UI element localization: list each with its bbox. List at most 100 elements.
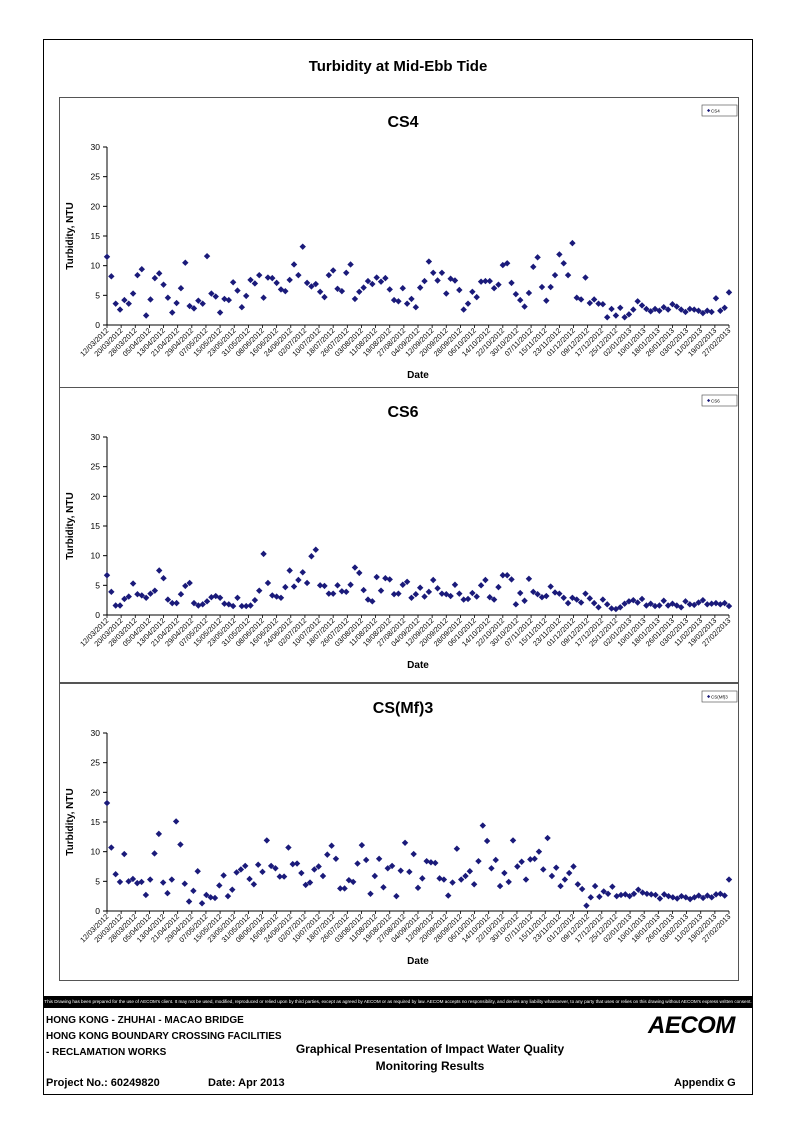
data-point: [377, 278, 385, 285]
data-point: [338, 287, 346, 295]
y-tick-label: 10: [91, 847, 101, 857]
data-point: [293, 860, 301, 867]
data-point: [543, 297, 550, 304]
data-point: [134, 271, 141, 279]
data-point: [704, 892, 711, 899]
data-point: [570, 863, 577, 870]
data-point: [354, 860, 361, 867]
data-point: [647, 308, 654, 315]
data-point: [708, 600, 715, 607]
data-point: [665, 892, 672, 900]
data-point: [434, 277, 441, 284]
data-point: [725, 289, 733, 296]
data-point: [177, 841, 184, 848]
data-point: [138, 266, 145, 273]
footer-project-line1: HONG KONG - ZHUHAI - MACAO BRIDGE: [46, 1015, 244, 1026]
legend-marker: [707, 694, 711, 699]
y-tick-label: 25: [91, 172, 101, 182]
data-point: [251, 280, 259, 287]
data-point: [643, 602, 650, 609]
data-point: [569, 239, 576, 247]
y-tick-label: 25: [91, 758, 101, 768]
chart-title: CS(Mf)3: [373, 700, 434, 717]
y-tick-label: 25: [91, 462, 101, 472]
data-point: [134, 591, 141, 598]
data-point: [216, 309, 224, 316]
data-point: [203, 598, 211, 605]
data-point: [311, 866, 318, 873]
x-axis-title: Date: [407, 370, 429, 381]
data-point: [699, 894, 707, 902]
data-point: [229, 886, 236, 893]
data-point: [276, 873, 283, 880]
data-point: [186, 302, 193, 310]
data-point: [303, 279, 311, 287]
chart-area-border: [59, 683, 739, 981]
chart-csmf3: CS(Mf)3 CS(Mf)3 0 5 10 15 20 25 30 Turbidity, NTU…: [59, 683, 739, 981]
data-point: [356, 288, 363, 295]
legend-box: [701, 690, 738, 703]
data-point: [343, 269, 350, 276]
data-point: [108, 588, 115, 596]
data-point: [203, 252, 211, 260]
data-point: [147, 590, 154, 597]
data-point: [247, 276, 254, 284]
data-point: [269, 274, 276, 282]
data-point: [286, 276, 293, 284]
chart-area-border: [59, 97, 739, 388]
legend: CS6: [701, 394, 738, 407]
data-point: [312, 280, 319, 288]
data-point: [430, 269, 437, 276]
legend-marker: [707, 398, 711, 403]
data-point: [669, 301, 676, 308]
data-point: [277, 286, 285, 293]
data-point: [512, 290, 520, 298]
data-point: [521, 303, 528, 310]
data-point: [652, 891, 659, 899]
data-point: [399, 285, 406, 292]
y-tick-label: 20: [91, 201, 101, 211]
data-point: [382, 274, 389, 282]
data-point: [451, 277, 459, 284]
data-point: [408, 594, 415, 601]
data-point: [704, 307, 711, 314]
data-point: [347, 261, 354, 268]
data-point: [138, 878, 145, 886]
data-point: [721, 304, 728, 311]
y-tick-label: 0: [95, 906, 100, 916]
data-point: [577, 599, 585, 606]
legend-box: [701, 394, 738, 407]
data-point: [612, 312, 620, 319]
data-point: [403, 300, 411, 307]
data-point: [451, 581, 459, 588]
data-point: [234, 594, 241, 601]
aecom-logo: AECOM: [648, 1012, 735, 1039]
data-point: [238, 304, 246, 311]
data-point: [643, 305, 650, 313]
data-point: [708, 894, 715, 901]
data-point: [712, 295, 720, 302]
data-point: [630, 596, 637, 604]
data-point: [386, 286, 393, 293]
chart-cs6: CS6 CS6 0 5 10 15 20 25 30 Turbidity, NTU 12/03/20…: [59, 387, 739, 683]
data-point: [225, 296, 232, 304]
data-point: [290, 261, 298, 268]
data-point: [656, 307, 663, 314]
data-point: [621, 314, 628, 321]
y-tick-label: 15: [91, 817, 101, 827]
data-point: [147, 296, 154, 303]
data-point: [534, 254, 541, 261]
data-point: [486, 277, 493, 285]
data-point: [531, 855, 538, 862]
data-point: [643, 890, 651, 897]
data-point: [617, 891, 625, 899]
data-point: [395, 298, 402, 305]
data-point: [121, 595, 128, 603]
data-point: [717, 307, 724, 314]
y-tick-label: 5: [95, 290, 100, 300]
data-point: [260, 294, 267, 301]
data-point: [416, 284, 424, 291]
data-point: [416, 584, 424, 591]
data-point: [477, 278, 485, 285]
data-point: [329, 267, 337, 274]
